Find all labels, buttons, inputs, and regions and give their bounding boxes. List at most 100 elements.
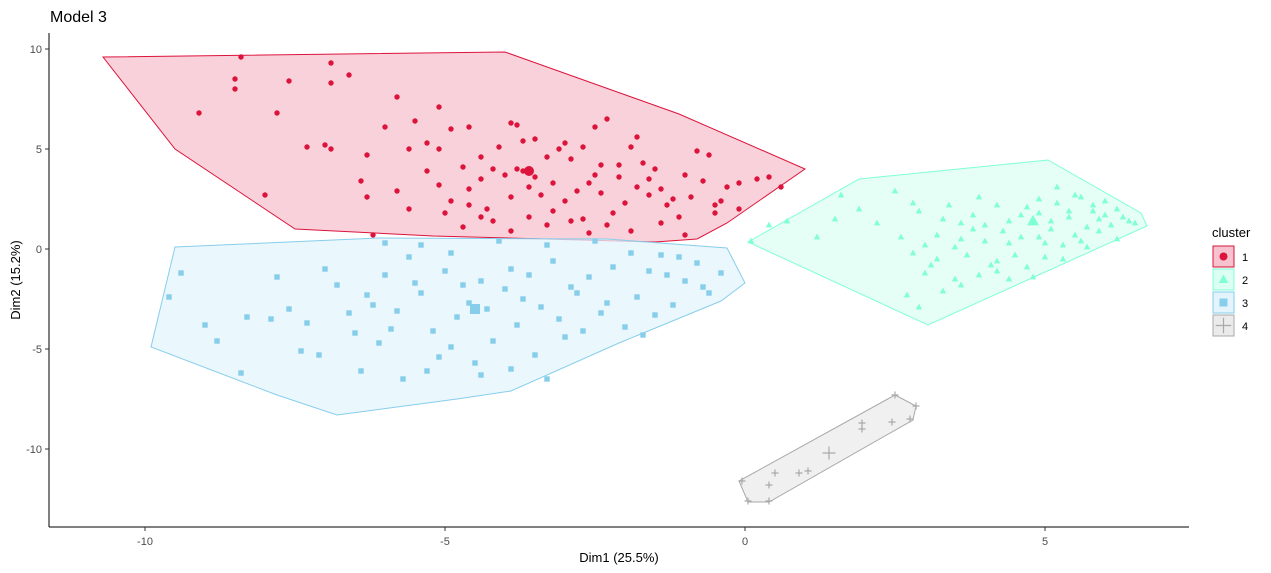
cluster-3-point <box>694 260 700 266</box>
cluster-2-point <box>993 257 1001 264</box>
cluster-4-centroid <box>822 446 836 460</box>
cluster-1-point <box>580 144 586 150</box>
cluster-1-point <box>490 218 496 224</box>
cluster-1-point <box>556 146 562 152</box>
cluster-1-point <box>712 202 718 208</box>
cluster-1-point <box>538 192 544 198</box>
cluster-3-point <box>586 274 592 280</box>
cluster-3-point <box>658 252 664 258</box>
cluster-2-point <box>1083 223 1091 230</box>
cluster-3-point <box>178 270 184 276</box>
cluster-3-point <box>274 274 280 280</box>
cluster-1-point <box>532 136 538 142</box>
cluster-3-point <box>520 296 526 302</box>
cluster-1-point <box>574 188 580 194</box>
cluster-3-point <box>640 332 646 338</box>
cluster-3-point <box>508 366 514 372</box>
legend-label-2: 2 <box>1242 275 1248 287</box>
y-axis-title: Dim2 (15.2%) <box>8 240 23 319</box>
cluster-3-point <box>358 368 364 374</box>
cluster-2-point <box>873 219 881 226</box>
cluster-3-point <box>436 354 442 360</box>
cluster-1-point <box>508 194 514 200</box>
cluster-2-point <box>1071 191 1079 198</box>
cluster-2-point <box>1113 205 1121 212</box>
cluster-3-point <box>400 376 406 382</box>
cluster-1-hull <box>101 51 807 243</box>
cluster-2-point <box>1005 275 1013 282</box>
cluster-2-point <box>1077 237 1085 244</box>
cluster-2-point <box>1029 273 1037 280</box>
x-tick-label: -10 <box>137 536 153 548</box>
cluster-2-point <box>951 243 959 250</box>
cluster-1-point <box>478 176 484 182</box>
legend-symbol-4 <box>1215 317 1232 334</box>
cluster-1-point <box>478 154 484 160</box>
cluster-3-point <box>418 290 424 296</box>
cluster-1-point <box>586 180 592 186</box>
y-tick-label: 10 <box>30 44 42 56</box>
cluster-2-point <box>939 287 947 294</box>
cluster-1-point <box>646 192 652 198</box>
cluster-3-point <box>532 352 538 358</box>
cluster-2-point <box>1005 217 1013 224</box>
cluster-2-point <box>831 215 839 222</box>
cluster-3-point <box>406 254 412 260</box>
cluster-2-point <box>909 199 917 206</box>
cluster-3-point <box>430 328 436 334</box>
cluster-3-point <box>268 316 274 322</box>
cluster-1-point <box>736 180 742 186</box>
legend-symbol-1 <box>1219 252 1228 261</box>
cluster-3-point <box>544 242 550 248</box>
cluster-2-point <box>747 237 755 244</box>
cluster-2-point <box>1023 203 1031 210</box>
cluster-3-point <box>412 280 418 286</box>
x-tick-label: 5 <box>1042 536 1048 548</box>
cluster-3-point <box>676 254 682 260</box>
cluster-2-point <box>1095 227 1103 234</box>
cluster-4-point <box>888 418 896 426</box>
cluster-1-point <box>394 188 400 194</box>
cluster-2-point <box>915 207 923 214</box>
cluster-1-point <box>646 176 652 182</box>
cluster-3-point <box>514 322 520 328</box>
data-points <box>166 54 1139 505</box>
cluster-1-point <box>568 156 574 162</box>
cluster-4-point <box>744 497 752 505</box>
cluster-2-point <box>933 255 941 262</box>
cluster-2-point <box>1041 253 1049 260</box>
cluster-3-point <box>472 360 478 366</box>
cluster-1-point <box>766 174 772 180</box>
cluster-3-point <box>718 270 724 276</box>
cluster-1-point <box>580 216 586 222</box>
cluster-3-point <box>508 266 514 272</box>
cluster-4-point <box>906 415 914 423</box>
cluster-2-point <box>1089 207 1097 214</box>
legend: cluster 1 2 3 4 <box>1212 225 1251 337</box>
axes: -10 -5 0 5 -10 -5 0 5 10 <box>26 33 1189 548</box>
cluster-4-point <box>771 469 779 477</box>
cluster-3-point <box>418 242 424 248</box>
cluster-1-point <box>478 214 484 220</box>
y-tick-label: 5 <box>36 144 42 156</box>
cluster-1-point <box>634 184 640 190</box>
cluster-1-point <box>718 198 724 204</box>
cluster-3-point <box>496 238 502 244</box>
cluster-3-point <box>550 258 556 264</box>
cluster-2-hull <box>746 159 1148 326</box>
cluster-3-point <box>622 324 628 330</box>
cluster-1-point <box>586 230 592 236</box>
cluster-1-point <box>544 222 550 228</box>
cluster-2-point <box>1089 201 1097 208</box>
y-tick-label: 0 <box>36 244 42 256</box>
cluster-4-point <box>858 425 866 433</box>
cluster-1-point <box>442 210 448 216</box>
cluster-2-point <box>975 193 983 200</box>
cluster-2-point <box>975 271 983 278</box>
cluster-2-point <box>993 267 1001 274</box>
cluster-2-point <box>1125 217 1133 224</box>
cluster-3-point <box>478 278 484 284</box>
cluster-1-point <box>682 172 688 178</box>
cluster-1-point <box>514 166 520 172</box>
cluster-3-point <box>604 300 610 306</box>
